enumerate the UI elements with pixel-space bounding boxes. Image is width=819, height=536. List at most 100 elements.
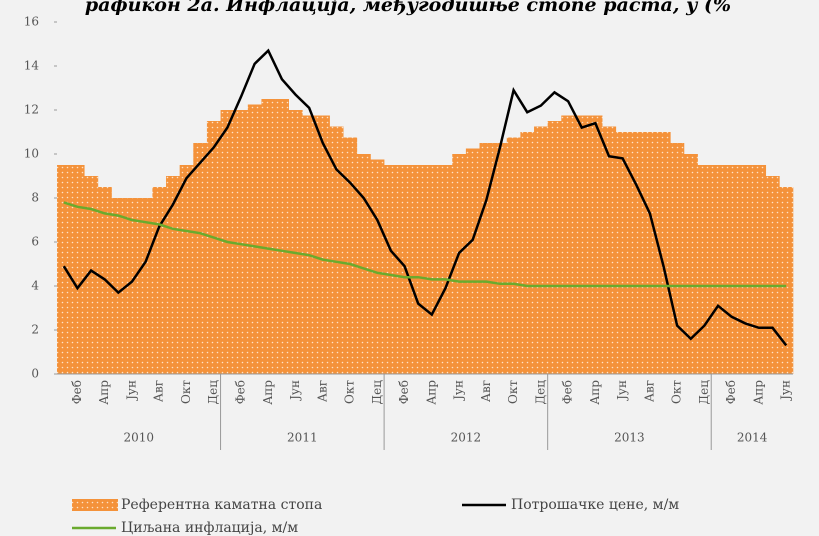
line-series (62, 48, 788, 347)
bar (288, 110, 303, 374)
x-tick-label: Феб (724, 380, 738, 404)
bar (193, 143, 208, 374)
x-tick-label: Феб (70, 380, 84, 404)
bar (57, 165, 71, 374)
bar (643, 132, 658, 374)
bar (343, 137, 358, 374)
x-tick-label: Окт (343, 380, 357, 404)
bar (84, 176, 99, 374)
y-tick-label: 6 (31, 235, 39, 249)
x-tick-label: Апр (424, 380, 438, 405)
x-tick-label: Окт (179, 380, 193, 404)
bar (697, 165, 712, 374)
bar (711, 165, 726, 374)
legend-label: Циљана инфлација, м/м (121, 520, 298, 536)
bar (411, 165, 426, 374)
x-tick-label: Феб (397, 380, 411, 404)
y-tick-label: 2 (31, 323, 39, 337)
x-tick-label: Дец (533, 380, 547, 405)
bar (588, 115, 603, 374)
y-tick-label: 10 (24, 147, 39, 161)
x-tick-label: Апр (261, 380, 275, 405)
x-tick-label: Јун (779, 380, 793, 402)
bar (520, 132, 535, 374)
x-tick-label: Авг (315, 380, 329, 402)
bar (465, 148, 480, 374)
y-tick-label: 4 (31, 279, 39, 293)
x-tick-label: Авг (479, 380, 493, 402)
bar (138, 198, 153, 374)
bar (561, 115, 576, 374)
bar (384, 165, 399, 374)
y-tick-label: 0 (31, 367, 39, 381)
bar (370, 159, 385, 374)
bar (234, 110, 249, 374)
bar (629, 132, 644, 374)
bar (574, 115, 589, 374)
bar (779, 187, 794, 374)
x-tick-label: Јун (288, 380, 302, 402)
x-tick-label: Дец (370, 380, 384, 405)
bar (534, 126, 548, 374)
bar (670, 143, 685, 374)
bar (493, 143, 508, 374)
bar (602, 126, 617, 374)
bar (179, 165, 194, 374)
x-tick-label: Окт (506, 380, 520, 404)
bar (752, 165, 767, 374)
legend-label: Потрошачке цене, м/м (511, 497, 679, 513)
y-tick-label: 14 (24, 59, 40, 73)
bar (356, 154, 371, 374)
bar (70, 165, 85, 374)
bar (425, 165, 439, 374)
legend-swatch (72, 499, 118, 511)
bar (111, 198, 126, 374)
bar (247, 104, 262, 374)
bar (724, 165, 739, 374)
x-tick-label: Дец (206, 380, 220, 405)
year-label: 2011 (287, 431, 318, 445)
bar (261, 99, 276, 374)
x-tick-label: Апр (97, 380, 111, 405)
bar (765, 176, 780, 374)
y-tick-label: 16 (24, 15, 39, 29)
x-tick-label: Феб (234, 380, 248, 404)
x-tick-label: Апр (588, 380, 602, 405)
bar (547, 121, 562, 374)
x-tick-label: Авг (642, 380, 656, 402)
bar (166, 176, 180, 374)
y-tick-label: 12 (24, 103, 39, 117)
x-tick-label: Авг (152, 380, 166, 402)
bar (683, 154, 698, 374)
x-tick-label: Дец (697, 380, 711, 405)
bar (479, 143, 494, 374)
year-label: 2014 (737, 431, 768, 445)
bar (452, 154, 467, 374)
x-tick-label: Јун (615, 380, 629, 402)
bar (329, 126, 344, 374)
bar (152, 187, 167, 374)
x-tick-label: Јун (124, 380, 138, 402)
bar (125, 198, 140, 374)
x-tick-label: Апр (751, 380, 765, 405)
bar (438, 165, 453, 374)
x-tick-label: Јун (452, 380, 466, 402)
x-tick-label: Окт (670, 380, 684, 404)
bar (315, 115, 330, 374)
bar (206, 121, 221, 374)
bar (506, 137, 521, 374)
year-label: 2010 (124, 431, 155, 445)
y-tick-label: 8 (31, 191, 39, 205)
x-tick-label: Феб (561, 380, 575, 404)
legend-label: Референтна каматна стопа (121, 497, 322, 513)
bar (275, 99, 290, 374)
year-label: 2012 (451, 431, 482, 445)
bar (302, 115, 317, 374)
bar (656, 132, 671, 374)
bar (615, 132, 630, 374)
line-series (63, 201, 787, 288)
chart-title: рафикон 2а. Инфлација, међугодишње стопе… (85, 0, 731, 16)
bar (738, 165, 753, 374)
year-label: 2013 (614, 431, 645, 445)
